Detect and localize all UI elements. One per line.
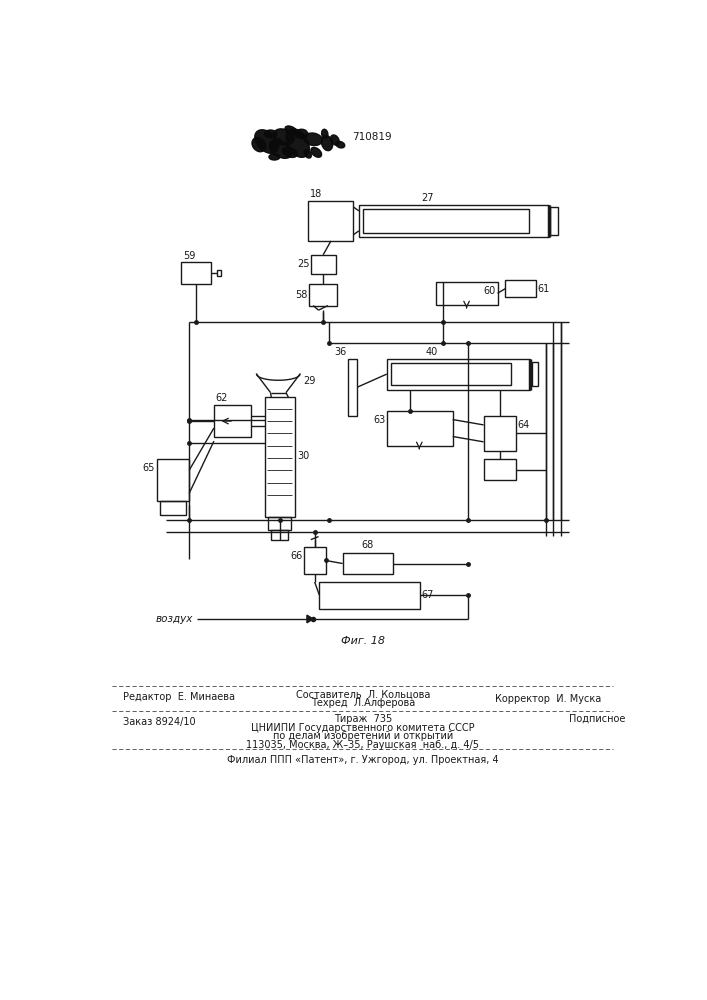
Text: 27: 27: [421, 193, 433, 203]
Text: ЦНИИПИ Государственного комитета СССР: ЦНИИПИ Государственного комитета СССР: [251, 723, 474, 733]
Text: Тираж  735: Тираж 735: [334, 714, 392, 724]
Text: Корректор  И. Муска: Корректор И. Муска: [495, 694, 602, 704]
Bar: [363, 209, 530, 233]
Text: по делам изобретений и открытий: по делам изобретений и открытий: [273, 731, 453, 741]
Bar: [304, 547, 325, 574]
Ellipse shape: [304, 150, 311, 158]
Polygon shape: [307, 615, 313, 623]
Text: 18: 18: [310, 189, 322, 199]
Ellipse shape: [330, 135, 339, 145]
Bar: [214, 405, 251, 437]
Text: 113035, Москва, Ж–35, Раушская  наб., д. 4/5: 113035, Москва, Ж–35, Раушская наб., д. …: [246, 740, 479, 750]
Ellipse shape: [269, 154, 280, 160]
Text: Подписное: Подписное: [569, 714, 625, 724]
Ellipse shape: [282, 147, 298, 157]
Ellipse shape: [273, 138, 282, 145]
Text: 61: 61: [538, 284, 550, 294]
Ellipse shape: [304, 133, 322, 146]
Text: 60: 60: [484, 286, 496, 296]
Bar: [387, 411, 452, 446]
Ellipse shape: [273, 129, 294, 145]
Bar: [484, 459, 516, 480]
Text: Заказ 8924/10: Заказ 8924/10: [123, 717, 196, 727]
Bar: [387, 359, 530, 389]
Text: 29: 29: [303, 376, 315, 386]
Ellipse shape: [322, 136, 333, 151]
Text: Фиг. 18: Фиг. 18: [341, 636, 385, 646]
Text: 710819: 710819: [352, 132, 392, 142]
Ellipse shape: [322, 129, 328, 138]
Bar: [309, 284, 337, 306]
Bar: [182, 262, 211, 284]
Ellipse shape: [286, 129, 309, 157]
Bar: [268, 517, 291, 530]
Ellipse shape: [264, 130, 276, 138]
Ellipse shape: [255, 130, 279, 153]
Ellipse shape: [296, 129, 308, 138]
Text: 67: 67: [421, 590, 434, 600]
Bar: [308, 201, 354, 241]
Ellipse shape: [269, 140, 292, 158]
Text: 63: 63: [373, 415, 385, 425]
Bar: [156, 459, 189, 501]
Bar: [532, 362, 538, 386]
Text: 66: 66: [290, 551, 303, 561]
Text: 62: 62: [216, 393, 228, 403]
Text: 68: 68: [361, 540, 373, 550]
Text: 64: 64: [518, 420, 530, 430]
Text: 36: 36: [334, 347, 346, 357]
Text: Филиал ППП «Патент», г. Ужгород, ул. Проектная, 4: Филиал ППП «Патент», г. Ужгород, ул. Про…: [227, 755, 498, 765]
Bar: [436, 282, 498, 305]
Text: Редактор  Е. Минаева: Редактор Е. Минаева: [123, 692, 235, 702]
Ellipse shape: [336, 141, 345, 148]
Bar: [343, 553, 393, 574]
Text: 30: 30: [297, 451, 309, 461]
Text: 40: 40: [426, 347, 438, 357]
Bar: [484, 416, 516, 451]
Bar: [320, 582, 420, 609]
Text: Составитель  Л. Кольцова: Составитель Л. Кольцова: [296, 689, 430, 699]
Ellipse shape: [311, 147, 322, 157]
Bar: [311, 255, 336, 274]
Bar: [265, 397, 295, 517]
Bar: [217, 270, 221, 276]
Bar: [506, 280, 537, 297]
Bar: [359, 205, 549, 237]
Text: 65: 65: [143, 463, 155, 473]
Bar: [391, 363, 510, 385]
Text: 58: 58: [296, 290, 308, 300]
Text: воздух: воздух: [156, 614, 193, 624]
Ellipse shape: [252, 138, 266, 152]
Bar: [160, 501, 186, 515]
Bar: [271, 530, 288, 540]
Bar: [550, 207, 558, 235]
Ellipse shape: [285, 126, 298, 136]
Text: Техред  Л.Алферова: Техред Л.Алферова: [310, 698, 415, 708]
Text: 25: 25: [297, 259, 309, 269]
Bar: [348, 359, 357, 416]
Text: 59: 59: [183, 251, 195, 261]
